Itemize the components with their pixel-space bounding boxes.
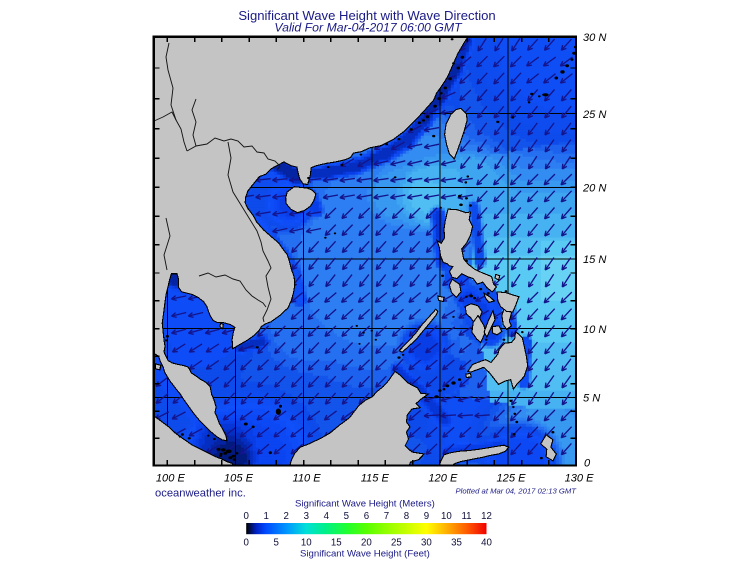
- svg-text:9: 9: [424, 511, 429, 522]
- svg-text:110 E: 110 E: [293, 473, 322, 485]
- svg-text:35: 35: [451, 538, 462, 549]
- svg-text:20 N: 20 N: [582, 183, 607, 195]
- svg-text:5: 5: [274, 538, 279, 549]
- svg-text:125 E: 125 E: [497, 473, 527, 485]
- svg-text:0: 0: [244, 511, 250, 522]
- svg-text:oceanweather inc.: oceanweather inc.: [155, 487, 246, 499]
- svg-text:5 N: 5 N: [583, 393, 601, 405]
- svg-text:6: 6: [364, 511, 369, 522]
- svg-text:8: 8: [404, 511, 409, 522]
- svg-text:1: 1: [264, 511, 269, 522]
- svg-text:25: 25: [391, 538, 402, 549]
- svg-text:4: 4: [324, 511, 330, 522]
- svg-text:Significant Wave Height (Feet): Significant Wave Height (Feet): [300, 548, 430, 559]
- svg-text:100 E: 100 E: [156, 473, 186, 485]
- svg-text:Plotted at Mar 04, 2017 02:13: Plotted at Mar 04, 2017 02:13 GMT: [455, 487, 577, 496]
- svg-text:Valid For Mar-04-2017 06:00 GM: Valid For Mar-04-2017 06:00 GMT: [274, 21, 463, 35]
- svg-text:30 N: 30 N: [583, 32, 607, 44]
- svg-text:15 N: 15 N: [583, 254, 607, 266]
- svg-text:25 N: 25 N: [582, 109, 607, 121]
- svg-text:10: 10: [301, 538, 312, 549]
- svg-text:12: 12: [481, 511, 492, 522]
- svg-text:0: 0: [584, 458, 591, 470]
- svg-text:2: 2: [284, 511, 289, 522]
- svg-text:120 E: 120 E: [428, 473, 458, 485]
- svg-text:30: 30: [421, 538, 432, 549]
- svg-text:10 N: 10 N: [583, 324, 607, 336]
- svg-text:130 E: 130 E: [565, 473, 595, 485]
- svg-text:115 E: 115 E: [361, 473, 390, 485]
- svg-text:11: 11: [461, 511, 471, 522]
- svg-text:5: 5: [344, 511, 349, 522]
- svg-text:40: 40: [481, 538, 492, 549]
- svg-text:0: 0: [244, 538, 250, 549]
- svg-text:15: 15: [331, 538, 342, 549]
- svg-text:3: 3: [304, 511, 309, 522]
- svg-text:Significant Wave Height with W: Significant Wave Height with Wave Direct…: [238, 8, 495, 23]
- svg-text:7: 7: [384, 511, 389, 522]
- svg-text:Significant Wave Height (Meter: Significant Wave Height (Meters): [295, 499, 435, 510]
- svg-text:10: 10: [441, 511, 452, 522]
- svg-text:105 E: 105 E: [224, 473, 254, 485]
- svg-text:20: 20: [361, 538, 372, 549]
